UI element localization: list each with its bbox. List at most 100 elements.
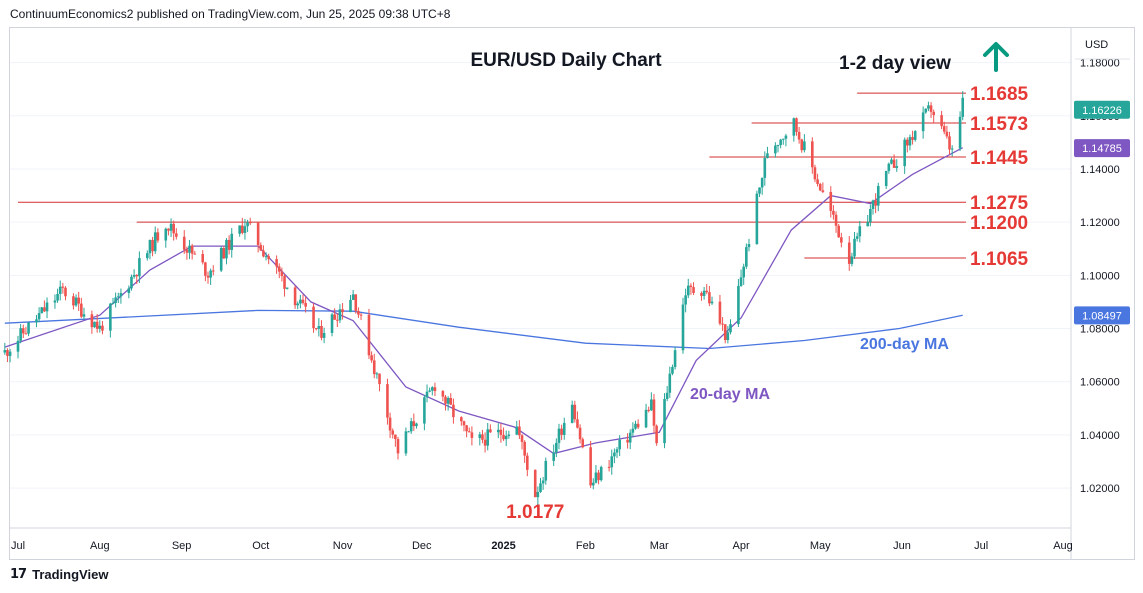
candle-body	[578, 427, 582, 440]
candle-body	[673, 350, 677, 368]
candle-body	[800, 139, 804, 151]
candle-body	[644, 409, 648, 428]
candle-body	[721, 323, 724, 325]
candle-body	[515, 426, 519, 435]
candle-body	[840, 237, 843, 243]
candle-body	[631, 428, 635, 433]
candle-body	[913, 131, 917, 140]
candle-body	[813, 167, 817, 180]
candle-body	[359, 314, 363, 316]
candle-body	[127, 288, 131, 294]
candle-body	[502, 434, 505, 440]
candle-body	[887, 163, 891, 171]
candle-body	[555, 442, 558, 453]
candle-body	[185, 249, 189, 253]
candle-body	[755, 193, 759, 245]
candle-body	[739, 277, 743, 286]
candle-body	[80, 303, 83, 317]
candle-body	[539, 483, 542, 493]
candle-body	[892, 159, 896, 168]
candle-body	[222, 247, 226, 259]
candle-body	[618, 439, 621, 450]
x-tick-label: Nov	[333, 540, 353, 552]
price-tag-box	[1074, 139, 1130, 158]
candle-body	[304, 302, 307, 307]
candle-body	[781, 138, 785, 140]
x-tick-label: Apr	[732, 540, 749, 552]
candle-body	[686, 285, 690, 296]
candle-body	[541, 480, 545, 484]
candle-body	[921, 112, 925, 132]
candle-body	[692, 287, 695, 293]
candle-body	[853, 238, 856, 257]
ma200-line	[4, 309, 963, 350]
candle-body	[206, 275, 210, 278]
candle-body	[496, 429, 500, 433]
candle-body	[462, 421, 466, 426]
candle-body	[338, 309, 342, 321]
candle-body	[204, 262, 207, 276]
x-tick-label: 2025	[491, 540, 515, 552]
ma20-line	[4, 147, 964, 455]
candle-body	[138, 258, 141, 277]
candle-body	[248, 222, 252, 224]
candle-body	[855, 236, 859, 239]
candle-body	[544, 460, 548, 481]
y-tick-label: 1.04000	[1080, 430, 1120, 442]
candle-body	[82, 314, 86, 317]
candle-body	[890, 159, 893, 164]
candle-body	[333, 314, 336, 320]
candle-body	[467, 431, 471, 433]
candle-body	[581, 439, 585, 448]
candle-body	[607, 466, 611, 468]
candle-body	[314, 328, 318, 330]
candle-body	[507, 434, 511, 436]
candle-body	[795, 118, 798, 132]
candle-body	[478, 434, 482, 438]
candle-body	[367, 314, 371, 356]
candle-body	[557, 428, 561, 443]
candle-body	[114, 297, 117, 303]
candle-body	[357, 310, 360, 315]
candle-body	[241, 225, 244, 233]
candle-body	[172, 223, 175, 234]
candle-body	[77, 297, 80, 304]
candle-body	[299, 299, 302, 304]
candle-body	[684, 295, 687, 305]
candle-body	[146, 253, 149, 259]
candle-body	[256, 222, 260, 246]
candle-body	[219, 247, 223, 271]
candle-body	[573, 404, 577, 420]
candle-body	[702, 290, 706, 296]
currency-label: USD	[1085, 39, 1108, 51]
candle-body	[317, 326, 321, 329]
candle-body	[818, 183, 822, 191]
candle-body	[407, 431, 410, 433]
candle-body	[151, 240, 154, 252]
candle-body	[906, 139, 909, 146]
candle-body	[227, 239, 231, 250]
candle-body	[193, 253, 197, 255]
price-tag-label: 1.16226	[1082, 105, 1122, 117]
candle-body	[90, 314, 94, 328]
candle-body	[858, 226, 862, 237]
candle-body	[285, 287, 289, 289]
candle-body	[259, 245, 263, 251]
candle-body	[296, 303, 300, 306]
candle-body	[665, 392, 669, 400]
candle-body	[322, 332, 326, 338]
candle-body	[16, 340, 20, 352]
candle-body	[737, 285, 740, 325]
candle-body	[779, 139, 782, 146]
candle-body	[489, 429, 492, 433]
tradingview-logo: 17 TradingView	[10, 567, 108, 582]
candle-body	[647, 409, 650, 411]
candle-body	[523, 441, 526, 456]
candle-body	[597, 472, 600, 481]
level-label: 1.1275	[970, 193, 1029, 214]
candle-body	[942, 126, 946, 132]
candle-body	[35, 319, 38, 323]
y-tick-label: 1.02000	[1080, 483, 1120, 495]
candlesticks	[3, 91, 965, 505]
